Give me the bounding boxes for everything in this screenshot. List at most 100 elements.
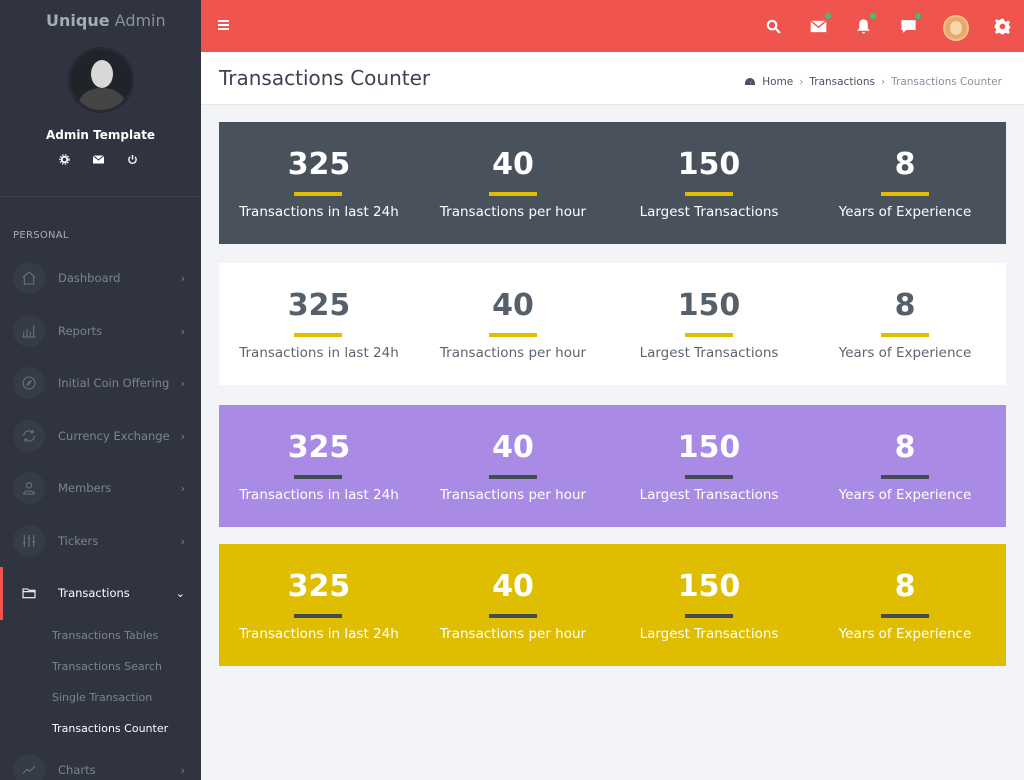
gear-icon[interactable] — [57, 152, 71, 166]
stat-value: 40 — [492, 288, 534, 323]
stat-underline — [489, 614, 537, 618]
stat-underline — [489, 475, 537, 479]
profile-avatar[interactable] — [68, 47, 134, 113]
stat-transactions-per-hour: 40 Transactions per hour — [415, 263, 611, 385]
sidebar-item-label: Members — [58, 481, 112, 496]
stat-underline — [685, 192, 733, 196]
stat-label: Largest Transactions — [639, 345, 779, 361]
sidebar-item-label: Currency Exchange — [58, 428, 170, 443]
breadcrumb-transactions[interactable]: Transactions — [809, 76, 875, 88]
sidebar-item-currency-exchange[interactable]: Currency Exchange › — [0, 410, 201, 463]
avatar[interactable] — [943, 15, 969, 41]
chevron-right-icon: › — [180, 763, 185, 777]
dashboard-icon — [745, 78, 756, 85]
stat-label: Largest Transactions — [639, 204, 779, 220]
sidebar-item-reports[interactable]: Reports › — [0, 305, 201, 358]
stat-underline — [685, 333, 733, 337]
sidebar-item-label: Charts — [58, 762, 96, 777]
user-icon — [13, 472, 45, 505]
chevron-right-icon: › — [180, 324, 185, 338]
sidebar-item-dashboard[interactable]: Dashboard › — [0, 252, 201, 305]
subnav-single-transaction[interactable]: Single Transaction — [52, 690, 153, 704]
chat-icon[interactable] — [898, 13, 921, 36]
stat-underline — [881, 475, 929, 479]
stat-label: Transactions per hour — [439, 204, 587, 220]
profile-name: Admin Template — [45, 128, 156, 142]
stat-years-experience: 8 Years of Experience — [807, 544, 1003, 666]
sidebar-item-members[interactable]: Members › — [0, 462, 201, 515]
sidebar-item-label: Transactions — [58, 586, 130, 601]
sidebar-item-label: Dashboard — [58, 271, 121, 286]
stat-underline — [685, 475, 733, 479]
chevron-right-icon: › — [180, 272, 185, 285]
stat-label: Transactions per hour — [439, 487, 587, 503]
stat-value: 150 — [677, 569, 741, 604]
stat-label: Transactions per hour — [439, 626, 587, 642]
stat-value: 325 — [287, 147, 351, 182]
chevron-right-icon: › — [180, 482, 185, 495]
stat-underline — [294, 614, 342, 618]
chevron-right-icon: › — [180, 534, 185, 548]
sidebar-item-initial-coin-offering[interactable]: Initial Coin Offering › — [0, 357, 201, 410]
section-label: PERSONAL — [13, 230, 69, 241]
counter-panel-yellow: 325 Transactions in last 24h 40 Transactio… — [219, 544, 1006, 666]
gear-icon[interactable] — [992, 16, 1012, 36]
chevron-right-icon: › — [180, 377, 185, 390]
stat-value: 8 — [894, 569, 916, 604]
subnav-transactions-search[interactable]: Transactions Search — [52, 659, 162, 673]
subnav-transactions-counter[interactable]: Transactions Counter — [52, 721, 169, 735]
chevron-right-icon: › — [180, 429, 185, 443]
stat-transactions-per-hour: 40 Transactions per hour — [415, 544, 611, 666]
stat-value: 8 — [894, 288, 916, 323]
breadcrumb-separator: › — [880, 76, 886, 88]
breadcrumb: Home › Transactions › Transactions Count… — [744, 76, 1002, 88]
stat-value: 325 — [287, 569, 351, 604]
search-icon[interactable] — [763, 16, 783, 36]
line-chart-icon — [13, 753, 45, 780]
stat-value: 150 — [677, 288, 741, 323]
sidebar-item-transactions[interactable]: Transactions ⌄ — [0, 567, 201, 620]
stat-years-experience: 8 Years of Experience — [807, 263, 1003, 385]
compass-icon — [13, 367, 45, 400]
power-icon[interactable] — [125, 152, 139, 166]
menu-icon[interactable] — [218, 20, 229, 30]
sidebar-item-tickers[interactable]: Tickers › — [0, 515, 201, 568]
page-header: Transactions Counter Home › Transactions… — [201, 52, 1024, 105]
stat-label: Transactions in last 24h — [239, 487, 399, 503]
stat-label: Years of Experience — [838, 626, 972, 642]
stat-years-experience: 8 Years of Experience — [807, 122, 1003, 244]
stat-underline — [489, 333, 537, 337]
counter-panel-dark: 325 Transactions in last 24h 40 Transactio… — [219, 122, 1006, 244]
stat-label: Years of Experience — [838, 345, 972, 361]
sidebar-nav: Dashboard › Reports › Initial Coin Offer… — [0, 252, 201, 780]
page-title: Transactions Counter — [219, 66, 431, 90]
notification-dot — [825, 13, 831, 19]
breadcrumb-home[interactable]: Home — [762, 76, 794, 88]
stat-transactions-per-hour: 40 Transactions per hour — [415, 122, 611, 244]
stat-largest-transactions: 150 Largest Transactions — [611, 122, 807, 244]
mail-icon[interactable] — [91, 152, 105, 166]
stat-underline — [881, 333, 929, 337]
folder-icon — [13, 577, 45, 610]
home-icon — [13, 262, 45, 295]
stat-label: Transactions in last 24h — [239, 345, 399, 361]
stat-label: Largest Transactions — [639, 487, 779, 503]
stat-value: 40 — [492, 430, 534, 465]
stat-label: Transactions in last 24h — [239, 626, 399, 642]
stat-underline — [294, 475, 342, 479]
mail-icon[interactable] — [808, 13, 831, 36]
bell-icon[interactable] — [853, 13, 876, 36]
sidebar-item-label: Initial Coin Offering — [58, 376, 170, 391]
sidebar-item-charts[interactable]: Charts › — [0, 750, 201, 780]
refresh-icon — [13, 419, 45, 452]
stat-transactions-24h: 325 Transactions in last 24h — [219, 263, 415, 385]
subnav-transactions-tables[interactable]: Transactions Tables — [52, 628, 159, 642]
stat-transactions-per-hour: 40 Transactions per hour — [415, 405, 611, 527]
counter-panel-light: 325 Transactions in last 24h 40 Transactio… — [219, 263, 1006, 385]
stat-underline — [881, 614, 929, 618]
breadcrumb-current: Transactions Counter — [891, 76, 1002, 88]
stat-value: 40 — [492, 569, 534, 604]
stat-value: 8 — [894, 430, 916, 465]
brand-logo[interactable]: Unique Admin — [46, 11, 166, 30]
sidebar: Unique Admin Admin Template PERSONAL Das… — [0, 0, 201, 780]
